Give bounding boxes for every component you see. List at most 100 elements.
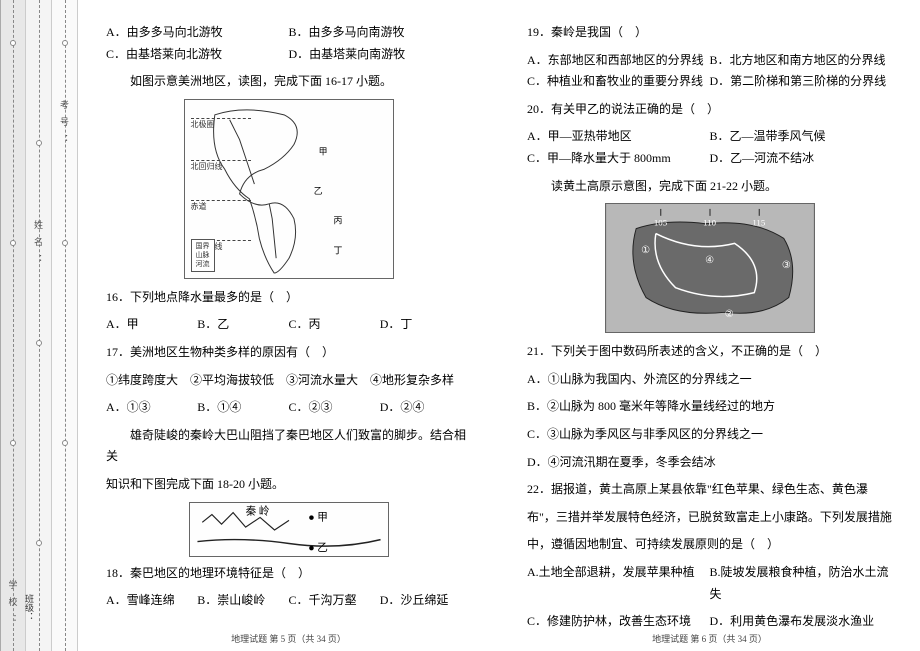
lead-text-2b: 知识和下图完成下面 18-20 小题。 bbox=[106, 474, 471, 496]
q15-options: A．由多多马向北游牧 B．由多多马向南游牧 C．由基塔莱向北游牧 D．由基塔莱向… bbox=[106, 22, 471, 65]
map-legend: 国界 山脉 河流 bbox=[191, 239, 215, 272]
q17-d: D．②④ bbox=[380, 397, 471, 419]
binding-dot bbox=[10, 240, 16, 246]
binding-dot bbox=[36, 340, 42, 346]
binding-dot bbox=[62, 240, 68, 246]
svg-text:● 乙: ● 乙 bbox=[308, 542, 328, 554]
binding-dot bbox=[36, 140, 42, 146]
q16-stem: 16．下列地点降水量最多的是（ ） bbox=[106, 287, 471, 309]
svg-text:①: ① bbox=[641, 245, 650, 256]
page-right: 19．秦岭是我国（ ） A．东部地区和西部地区的分界线 B．北方地区和南方地区的… bbox=[499, 0, 920, 651]
binding-margin: 学校： 姓名： 班级： 考号： bbox=[0, 0, 78, 651]
q21-stem: 21．下列关于图中数码所表述的含义，不正确的是（ ） bbox=[527, 341, 892, 363]
binding-label-class: 班级： bbox=[23, 594, 36, 621]
q22-b: B.陡坡发展粮食种植，防治水土流失 bbox=[710, 562, 893, 605]
opt-b: B．由多多马向南游牧 bbox=[289, 22, 472, 44]
q17-items: ①纬度跨度大 ②平均海拔较低 ③河流水量大 ④地形复杂多样 bbox=[106, 370, 471, 392]
binding-dot bbox=[36, 540, 42, 546]
q21-d: D．④河流汛期在夏季，冬季会结冰 bbox=[527, 452, 892, 474]
dash-line bbox=[65, 0, 66, 651]
lat-tropic-n: 北回归线 bbox=[191, 160, 251, 172]
svg-text:乙: 乙 bbox=[313, 186, 322, 196]
q18-stem: 18．秦巴地区的地理环境特征是（ ） bbox=[106, 563, 471, 585]
q18-options: A．雪峰连绵 B．崇山峻岭 C．千沟万壑 D．沙丘绵延 bbox=[106, 590, 471, 612]
binding-dot bbox=[10, 440, 16, 446]
q19-d: D．第二阶梯和第三阶梯的分界线 bbox=[710, 71, 893, 93]
binding-strip-outer: 学校： bbox=[0, 0, 26, 651]
q22-c: C．修建防护林，改善生态环境 bbox=[527, 611, 710, 633]
q22-stem-a: 22．据报道，黄土高原上某县依靠"红色苹果、绿色生态、黄色瀑 bbox=[527, 479, 892, 501]
q18-c: C．千沟万壑 bbox=[289, 590, 380, 612]
q17-stem: 17．美洲地区生物种类多样的原因有（ ） bbox=[106, 342, 471, 364]
binding-dot bbox=[62, 40, 68, 46]
svg-text:丙: 丙 bbox=[333, 215, 342, 225]
svg-text:②: ② bbox=[724, 309, 733, 320]
figure-loess-plateau: 105 110 115 ① ② ③ ④ bbox=[605, 203, 815, 333]
q19-a: A．东部地区和西部地区的分界线 bbox=[527, 50, 710, 72]
q19-options: A．东部地区和西部地区的分界线 B．北方地区和南方地区的分界线 C．种植业和畜牧… bbox=[527, 50, 892, 93]
q22-stem-b: 布"，三措并举发展特色经济，已脱贫致富走上小康路。下列发展措施 bbox=[527, 507, 892, 529]
opt-c: C．由基塔莱向北游牧 bbox=[106, 44, 289, 66]
q19-c: C．种植业和畜牧业的重要分界线 bbox=[527, 71, 710, 93]
svg-text:丁: 丁 bbox=[333, 245, 342, 255]
q21-b: B．②山脉为 800 毫米年等降水量线经过的地方 bbox=[527, 396, 892, 418]
svg-text:③: ③ bbox=[781, 260, 790, 271]
svg-text:④: ④ bbox=[705, 255, 714, 266]
lat-arctic: 北极圈 bbox=[191, 118, 251, 130]
binding-label-inner: 考号： bbox=[58, 100, 71, 151]
binding-dot bbox=[62, 440, 68, 446]
q16-options: A．甲 B．乙 C．丙 D．丁 bbox=[106, 314, 471, 336]
svg-text:115: 115 bbox=[752, 218, 766, 228]
figure-americas-map: 甲 乙 丙 丁 北极圈 北回归线 赤道 南回归线 国界 山脉 河流 bbox=[184, 99, 394, 279]
q20-options: A．甲—亚热带地区 B．乙—温带季风气候 C．甲—降水量大于 800mm D．乙… bbox=[527, 126, 892, 169]
page-footer-left: 地理试题 第 5 页（共 34 页） bbox=[78, 632, 499, 645]
q16-c: C．丙 bbox=[289, 314, 380, 336]
q17-options: A．①③ B．①④ C．②③ D．②④ bbox=[106, 397, 471, 419]
svg-text:105: 105 bbox=[653, 218, 667, 228]
q22-a: A.土地全部退耕，发展苹果种植 bbox=[527, 562, 710, 605]
lead-text-1: 如图示意美洲地区，读图，完成下面 16-17 小题。 bbox=[106, 71, 471, 93]
qinling-label: 秦 岭 bbox=[245, 504, 269, 517]
q19-stem: 19．秦岭是我国（ ） bbox=[527, 22, 892, 44]
q20-stem: 20．有关甲乙的说法正确的是（ ） bbox=[527, 99, 892, 121]
q22-d: D．利用黄色瀑布发展淡水渔业 bbox=[710, 611, 893, 633]
q21-c: C．③山脉为季风区与非季风区的分界线之一 bbox=[527, 424, 892, 446]
q16-a: A．甲 bbox=[106, 314, 197, 336]
lat-equator: 赤道 bbox=[191, 200, 251, 212]
binding-strip-middle: 姓名： 班级： bbox=[26, 0, 52, 651]
q16-d: D．丁 bbox=[380, 314, 471, 336]
legend-border: 国界 bbox=[196, 242, 210, 251]
svg-text:110: 110 bbox=[703, 218, 717, 228]
q21-a: A．①山脉为我国内、外流区的分界线之一 bbox=[527, 369, 892, 391]
q22-stem-c: 中，遵循因地制宜、可持续发展原则的是（ ） bbox=[527, 534, 892, 556]
dash-line bbox=[39, 0, 40, 651]
legend-mountain: 山脉 bbox=[196, 251, 210, 260]
q17-a: A．①③ bbox=[106, 397, 197, 419]
q16-b: B．乙 bbox=[197, 314, 288, 336]
svg-text:甲: 甲 bbox=[318, 146, 327, 156]
page-left: A．由多多马向北游牧 B．由多多马向南游牧 C．由基塔莱向北游牧 D．由基塔莱向… bbox=[78, 0, 499, 651]
q20-b: B．乙—温带季风气候 bbox=[710, 126, 893, 148]
q20-c: C．甲—降水量大于 800mm bbox=[527, 148, 710, 170]
q17-c: C．②③ bbox=[289, 397, 380, 419]
q20-a: A．甲—亚热带地区 bbox=[527, 126, 710, 148]
binding-dot bbox=[10, 40, 16, 46]
page-spread: A．由多多马向北游牧 B．由多多马向南游牧 C．由基塔莱向北游牧 D．由基塔莱向… bbox=[78, 0, 920, 651]
q18-a: A．雪峰连绵 bbox=[106, 590, 197, 612]
q22-options-ab: A.土地全部退耕，发展苹果种植 B.陡坡发展粮食种植，防治水土流失 bbox=[527, 562, 892, 605]
legend-river: 河流 bbox=[196, 260, 210, 269]
q22-options-cd: C．修建防护林，改善生态环境 D．利用黄色瀑布发展淡水渔业 bbox=[527, 611, 892, 633]
dash-line bbox=[13, 0, 14, 651]
q19-b: B．北方地区和南方地区的分界线 bbox=[710, 50, 893, 72]
lead-text-3: 读黄土高原示意图，完成下面 21-22 小题。 bbox=[527, 176, 892, 198]
q18-b: B．崇山峻岭 bbox=[197, 590, 288, 612]
svg-text:● 甲: ● 甲 bbox=[308, 512, 328, 523]
binding-label-outer: 学校： bbox=[7, 580, 20, 631]
figure-qinling: 秦 岭 ● 甲 ● 乙 bbox=[189, 502, 389, 557]
q17-b: B．①④ bbox=[197, 397, 288, 419]
page-footer-right: 地理试题 第 6 页（共 34 页） bbox=[499, 632, 920, 645]
opt-a: A．由多多马向北游牧 bbox=[106, 22, 289, 44]
q20-d: D．乙—河流不结冰 bbox=[710, 148, 893, 170]
q18-d: D．沙丘绵延 bbox=[380, 590, 471, 612]
opt-d: D．由基塔莱向南游牧 bbox=[289, 44, 472, 66]
